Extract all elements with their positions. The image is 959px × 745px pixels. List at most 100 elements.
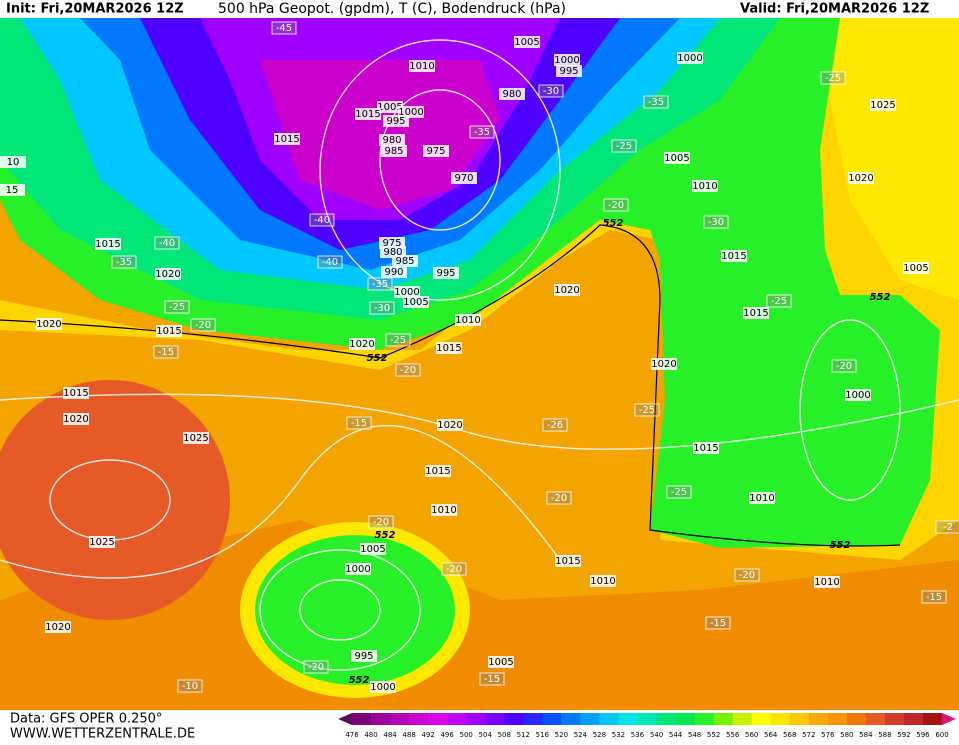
label-bg — [377, 101, 403, 113]
pressure-label: 1005 — [514, 37, 539, 48]
label-bg — [437, 419, 463, 431]
pressure-label: 1010 — [590, 576, 615, 587]
legend-level: 564 — [764, 731, 778, 739]
pressure-label: 1020 — [45, 622, 70, 633]
legend-level: 504 — [479, 731, 493, 739]
label-bg — [692, 180, 718, 192]
legend-cell — [884, 713, 905, 725]
temperature-label: -20 — [739, 570, 755, 581]
label-box — [346, 416, 372, 430]
label-box — [153, 345, 179, 359]
legend-level: 596 — [916, 731, 930, 739]
label-bg — [63, 413, 89, 425]
legend-level: 592 — [897, 731, 910, 739]
label-bg — [677, 52, 703, 64]
temperature-label: -35 — [372, 279, 388, 290]
temperature-label: -45 — [276, 23, 292, 34]
label-bg — [693, 442, 719, 454]
label-bg — [351, 650, 377, 662]
pressure-label: 1020 — [349, 339, 374, 350]
pressure-label: 1010 — [431, 505, 456, 516]
temperature-label: -15 — [158, 347, 174, 358]
pressure-label: 995 — [436, 268, 455, 279]
legend-level: 496 — [440, 731, 454, 739]
label-box — [469, 125, 495, 139]
label-box — [921, 590, 947, 604]
legend-cell — [390, 713, 410, 725]
label-bg — [554, 54, 580, 66]
pressure-label: 1015 — [156, 326, 181, 337]
map-field — [0, 18, 959, 710]
legend-cell — [827, 713, 848, 725]
label-bg — [664, 152, 690, 164]
legend-cell — [428, 713, 448, 725]
label-box — [385, 333, 411, 347]
website: WWW.WETTERZENTRALE.DE — [10, 727, 195, 742]
legend-cell — [675, 713, 695, 725]
label-bg — [870, 99, 896, 111]
pressure-label: 985 — [384, 146, 403, 157]
pressure-label: 980 — [383, 247, 402, 258]
height-label: 552 — [603, 218, 624, 229]
pressure-label: 1020 — [554, 285, 579, 296]
temperature-label: -40 — [322, 257, 338, 268]
legend-level: 524 — [574, 731, 588, 739]
pressure-label: 975 — [382, 238, 401, 249]
temperature-label: -20 — [551, 493, 567, 504]
temperature-label: -20 — [400, 365, 416, 376]
label-bg — [436, 342, 462, 354]
label-bg — [381, 266, 407, 278]
height-label: 552 — [870, 292, 891, 303]
pressure-label: 1010 — [455, 315, 480, 326]
label-bg — [433, 267, 459, 279]
label-bg — [183, 432, 209, 444]
label-bg — [394, 286, 420, 298]
height-label: 552 — [349, 675, 370, 686]
pressure-label: 990 — [384, 267, 403, 278]
legend-level: 540 — [650, 731, 663, 739]
temperature-label: -20 — [308, 662, 324, 673]
legend-level: 568 — [783, 731, 796, 739]
label-bg — [345, 563, 371, 575]
temperature-label: -20 — [608, 200, 624, 211]
legend-level: 544 — [669, 731, 683, 739]
label-bg — [425, 465, 451, 477]
temperature-label: -20 — [195, 320, 211, 331]
legend-cell — [599, 713, 619, 725]
legend-level: 508 — [498, 731, 511, 739]
legend-level: 492 — [421, 731, 434, 739]
pressure-label: 15 — [6, 185, 19, 196]
pressure-label: 1015 — [693, 443, 718, 454]
label-bg — [349, 338, 375, 350]
legend-cell — [542, 713, 562, 725]
pressure-label: 985 — [395, 256, 414, 267]
label-box — [766, 294, 792, 308]
label-bg — [903, 262, 929, 274]
label-bg — [409, 60, 435, 72]
label-bg — [95, 238, 121, 250]
label-bg — [814, 576, 840, 588]
pressure-label: 975 — [426, 146, 445, 157]
map-labels: 1005101010009951000102510051000995101598… — [0, 21, 959, 693]
temperature-label: -2 — [943, 522, 953, 533]
pressure-label: 1025 — [870, 100, 895, 111]
label-box — [309, 213, 335, 227]
legend-level: 500 — [460, 731, 473, 739]
legend-cell — [466, 713, 486, 725]
legend-level: 584 — [859, 731, 873, 739]
legend-level: 528 — [593, 731, 606, 739]
label-bg — [554, 284, 580, 296]
legend-cell — [922, 713, 943, 725]
legend-cell — [732, 713, 752, 725]
legend-cell — [808, 713, 829, 725]
label-box — [303, 660, 329, 674]
init-time: Init: Fri,20MAR2026 12Z — [6, 2, 184, 17]
temperature-label: -35 — [474, 127, 490, 138]
temperature-label: -30 — [708, 217, 724, 228]
pressure-label: 995 — [386, 116, 405, 127]
pressure-label: 1000 — [677, 53, 702, 64]
legend-level: 556 — [726, 731, 740, 739]
pressure-label: 1005 — [664, 153, 689, 164]
label-box — [611, 139, 637, 153]
pressure-label: 1010 — [814, 577, 839, 588]
